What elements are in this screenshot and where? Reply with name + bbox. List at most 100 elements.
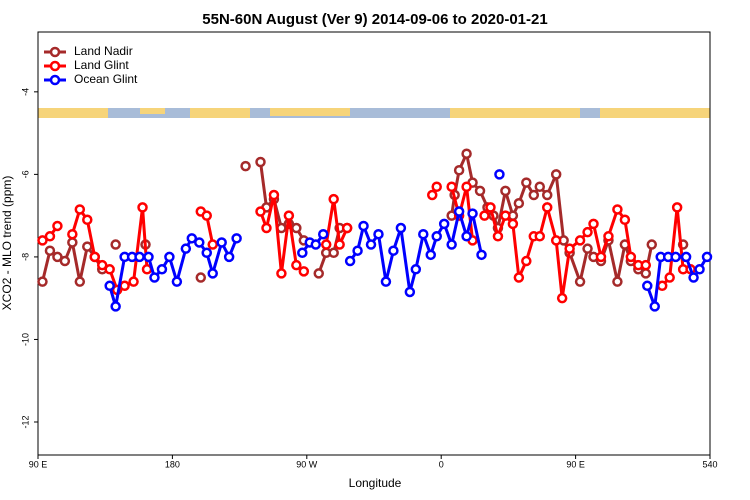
x-tick-label: 0 [439, 459, 444, 469]
data-point [574, 235, 586, 246]
data-point [603, 231, 614, 242]
data-point [268, 189, 280, 201]
data-point [89, 251, 100, 263]
data-point [255, 206, 266, 217]
data-point [461, 148, 472, 159]
data-point [461, 181, 472, 193]
data-point [426, 189, 438, 201]
data-point [582, 226, 593, 238]
data-point [642, 280, 653, 292]
data-point [44, 231, 56, 242]
data-point [656, 280, 668, 292]
data-point [595, 251, 607, 263]
legend-marker [49, 60, 61, 72]
data-point [291, 222, 302, 234]
series-line [324, 198, 349, 250]
data-point [425, 249, 436, 261]
x-tick-label: 90 W [296, 459, 318, 469]
y-tick-label: -12 [20, 415, 30, 428]
data-point [574, 276, 586, 287]
data-point [688, 272, 699, 283]
data-point [128, 276, 139, 287]
data-point [37, 235, 48, 246]
data-point [171, 276, 183, 287]
data-point [564, 243, 575, 254]
data-point [680, 251, 692, 263]
data-point [231, 233, 242, 244]
data-point [164, 251, 175, 263]
data-point [701, 251, 713, 263]
data-point [588, 218, 599, 230]
y-tick-label: -10 [20, 333, 30, 346]
data-point [82, 214, 93, 226]
data-point [74, 276, 86, 287]
data-point [388, 245, 399, 256]
data-point [291, 259, 302, 271]
data-point [110, 239, 121, 250]
x-tick-label: 90 E [29, 459, 48, 469]
data-point [201, 247, 212, 259]
data-point [479, 210, 490, 221]
data-point [646, 239, 658, 250]
data-point [313, 268, 324, 279]
data-point [104, 264, 115, 275]
data-point [404, 286, 416, 298]
legend-marker [49, 46, 61, 58]
data-point [528, 189, 540, 201]
data-point [44, 245, 56, 256]
data-point [134, 251, 145, 263]
data-point [52, 220, 63, 232]
data-point [418, 228, 429, 240]
data-point [438, 218, 450, 230]
y-tick-label: -8 [20, 253, 30, 261]
data-point [310, 239, 322, 250]
data-point [276, 268, 287, 279]
data-point [365, 239, 377, 250]
data-point [194, 237, 205, 248]
data-point [320, 239, 332, 250]
data-point [283, 210, 295, 221]
x-axis-label: Longitude [349, 476, 402, 490]
data-point [541, 202, 553, 213]
data-point [619, 214, 631, 226]
data-point [395, 222, 407, 234]
data-point [186, 233, 198, 244]
data-point [334, 239, 345, 250]
data-point [446, 181, 457, 193]
data-point [137, 202, 148, 213]
data-point [431, 181, 442, 193]
data-point [67, 237, 78, 248]
data-point [446, 239, 457, 250]
data-point [195, 272, 207, 283]
data-point [328, 247, 339, 259]
data-point [494, 169, 505, 180]
data-point [649, 301, 660, 312]
data-point [541, 189, 553, 201]
data-point [500, 210, 511, 221]
data-point [119, 280, 130, 292]
data-point [37, 276, 48, 287]
data-point [476, 249, 487, 261]
data-point [201, 210, 212, 221]
y-tick-label: -6 [20, 170, 30, 178]
legend-marker [49, 74, 61, 86]
data-point [207, 239, 218, 250]
data-point [297, 247, 308, 259]
chart-title: 55N-60N August (Ver 9) 2014-09-06 to 202… [202, 11, 547, 28]
data-point [317, 228, 329, 240]
data-point [104, 280, 115, 292]
data-point [640, 259, 652, 271]
data-point [550, 235, 562, 246]
data-point [67, 228, 78, 240]
data-point [453, 164, 465, 176]
data-point [485, 202, 496, 213]
x-tick-label: 180 [165, 459, 180, 469]
data-point [671, 202, 683, 213]
data-point [521, 255, 532, 267]
data-point [507, 218, 519, 230]
data-point [640, 268, 652, 279]
data-point [156, 264, 168, 275]
data-point [261, 222, 272, 234]
data-point [223, 251, 235, 263]
